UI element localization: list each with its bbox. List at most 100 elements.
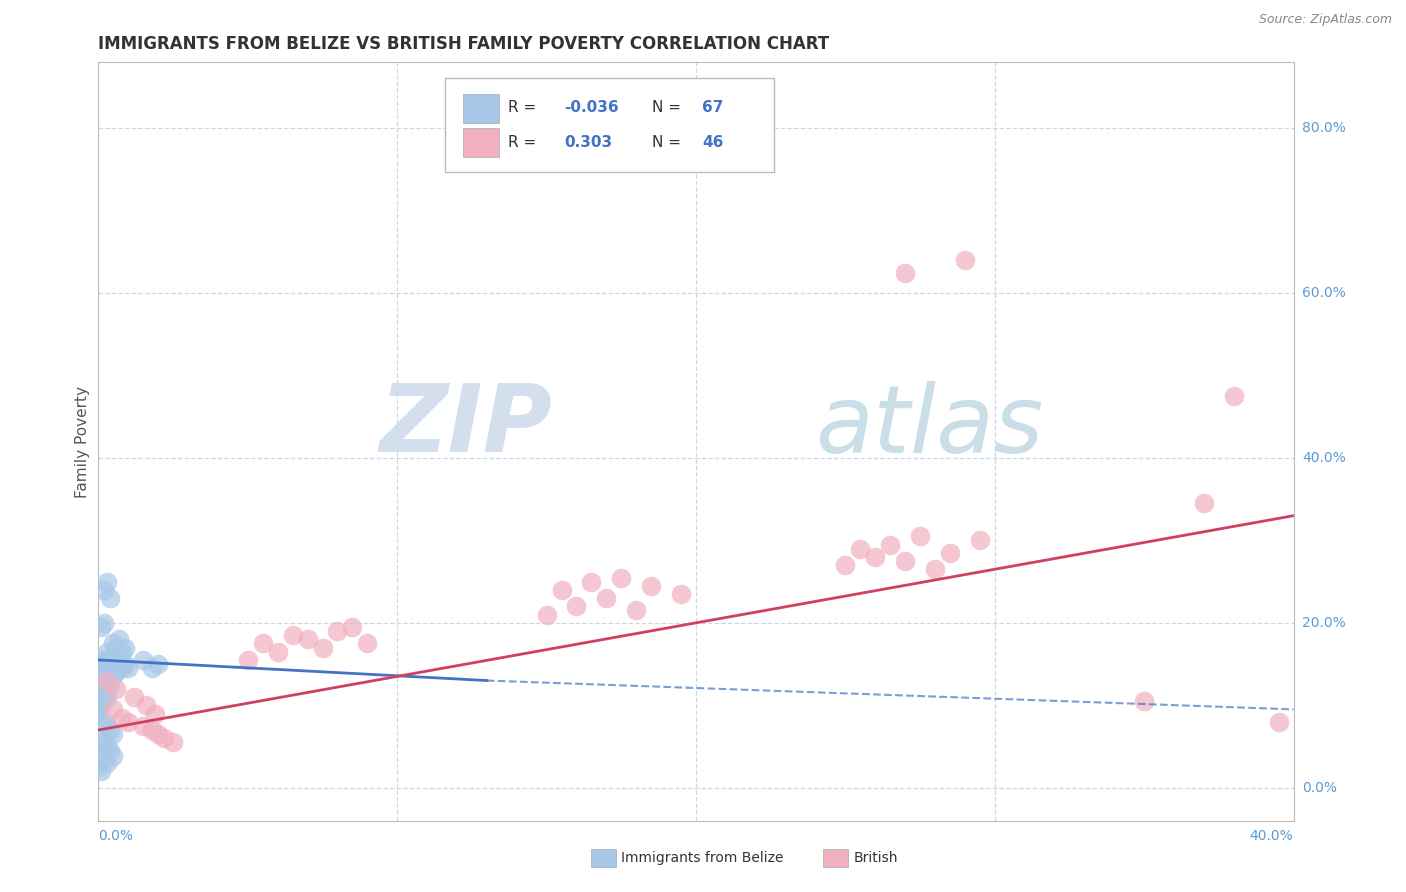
Point bbox=[311, 640, 333, 655]
Point bbox=[135, 698, 157, 713]
Point bbox=[1223, 389, 1246, 403]
Point bbox=[90, 698, 112, 713]
Point bbox=[93, 735, 115, 749]
Point bbox=[148, 727, 170, 741]
Point bbox=[93, 653, 115, 667]
Point bbox=[87, 690, 110, 704]
Point bbox=[93, 691, 115, 706]
Text: N =: N = bbox=[652, 135, 681, 150]
Point bbox=[98, 665, 122, 680]
Point bbox=[87, 760, 110, 774]
Point bbox=[267, 645, 290, 659]
Point bbox=[1133, 694, 1156, 708]
Text: 40.0%: 40.0% bbox=[1302, 451, 1346, 465]
Point bbox=[610, 570, 633, 584]
Point bbox=[326, 624, 349, 639]
Point bbox=[626, 603, 648, 617]
Point bbox=[90, 686, 112, 700]
Text: -0.036: -0.036 bbox=[565, 100, 619, 115]
Point bbox=[849, 541, 872, 556]
Point bbox=[894, 266, 917, 280]
Point bbox=[96, 574, 118, 589]
Point bbox=[342, 620, 364, 634]
Point bbox=[90, 620, 112, 634]
Point bbox=[356, 636, 378, 650]
Point bbox=[96, 719, 118, 733]
Point bbox=[103, 749, 125, 764]
Text: Immigrants from Belize: Immigrants from Belize bbox=[621, 851, 785, 865]
Text: IMMIGRANTS FROM BELIZE VS BRITISH FAMILY POVERTY CORRELATION CHART: IMMIGRANTS FROM BELIZE VS BRITISH FAMILY… bbox=[98, 35, 830, 53]
Point bbox=[103, 648, 125, 663]
Point bbox=[939, 546, 962, 560]
Point bbox=[93, 714, 115, 729]
Point bbox=[581, 574, 603, 589]
Point bbox=[103, 636, 125, 650]
Text: 60.0%: 60.0% bbox=[1302, 286, 1346, 301]
Point bbox=[96, 669, 118, 683]
Point bbox=[93, 681, 115, 696]
Text: 20.0%: 20.0% bbox=[1302, 615, 1346, 630]
Point bbox=[93, 752, 115, 766]
Point bbox=[1267, 714, 1289, 729]
Point bbox=[93, 661, 115, 675]
Point bbox=[98, 665, 122, 680]
Point bbox=[103, 661, 125, 675]
Point bbox=[108, 648, 131, 663]
Text: 40.0%: 40.0% bbox=[1250, 829, 1294, 843]
Point bbox=[96, 756, 118, 770]
Point bbox=[108, 653, 131, 667]
Point bbox=[924, 562, 946, 576]
Point bbox=[111, 711, 134, 725]
Point bbox=[141, 661, 163, 675]
Point bbox=[894, 554, 917, 568]
Point bbox=[87, 706, 110, 721]
Point bbox=[550, 582, 572, 597]
Point bbox=[105, 640, 128, 655]
Point bbox=[90, 731, 112, 746]
Text: 0.0%: 0.0% bbox=[1302, 780, 1337, 795]
Point bbox=[93, 582, 115, 597]
Point bbox=[90, 694, 112, 708]
Point bbox=[98, 653, 122, 667]
Point bbox=[114, 640, 136, 655]
Point bbox=[117, 714, 139, 729]
Text: ZIP: ZIP bbox=[380, 380, 553, 473]
Point bbox=[834, 558, 856, 573]
Point bbox=[96, 653, 118, 667]
Point bbox=[148, 657, 170, 671]
Point bbox=[93, 615, 115, 630]
Text: 46: 46 bbox=[702, 135, 723, 150]
Point bbox=[87, 702, 110, 716]
Point bbox=[252, 636, 274, 650]
Point bbox=[103, 727, 125, 741]
Point bbox=[90, 661, 112, 675]
Point bbox=[105, 665, 128, 680]
Point bbox=[879, 537, 901, 551]
Point bbox=[536, 607, 558, 622]
Point bbox=[90, 681, 112, 696]
Point bbox=[114, 657, 136, 671]
Text: R =: R = bbox=[509, 135, 537, 150]
Point bbox=[87, 698, 110, 713]
Point bbox=[565, 599, 588, 614]
Point bbox=[96, 673, 118, 688]
Point bbox=[98, 678, 122, 692]
Point bbox=[153, 731, 176, 746]
Text: 0.0%: 0.0% bbox=[98, 829, 134, 843]
Point bbox=[90, 665, 112, 680]
Bar bbox=[463, 95, 499, 123]
Point bbox=[98, 723, 122, 737]
Point bbox=[908, 529, 931, 543]
FancyBboxPatch shape bbox=[446, 78, 773, 172]
Text: Source: ZipAtlas.com: Source: ZipAtlas.com bbox=[1258, 13, 1392, 27]
Point bbox=[98, 743, 122, 757]
Point bbox=[111, 645, 134, 659]
Bar bbox=[463, 128, 499, 157]
Text: atlas: atlas bbox=[815, 381, 1043, 472]
Text: 0.303: 0.303 bbox=[565, 135, 613, 150]
Point bbox=[96, 678, 118, 692]
Point bbox=[90, 764, 112, 779]
Point bbox=[111, 661, 134, 675]
Point bbox=[669, 587, 692, 601]
Point bbox=[98, 591, 122, 606]
